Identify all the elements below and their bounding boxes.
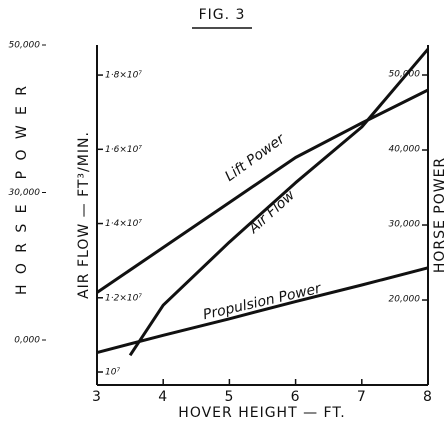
y2-tick-label: 20,000 (389, 295, 421, 305)
series-line (128, 48, 430, 357)
y-tick-label: 1·8×10⁷ (105, 71, 142, 81)
y-tick-label: 1·2×10⁷ (105, 293, 142, 303)
y3-axis-label: HORSE POWER (14, 85, 30, 295)
x-tick-label: 3 (92, 389, 102, 405)
y-tick-label: 1·4×10⁷ (105, 219, 142, 229)
chart-title: FIG. 3 (199, 7, 246, 23)
x-tick-label: 4 (158, 389, 168, 405)
x-tick-label: 7 (357, 389, 367, 405)
x-tick-label: 6 (291, 389, 301, 405)
y3-tick-label: 50,000 (9, 41, 41, 51)
y-tick-label: 1·6×10⁷ (105, 145, 142, 155)
x-tick-label: 8 (423, 389, 433, 405)
x-tick-label: 5 (224, 389, 234, 405)
y3-tick-label: 0,000 (14, 336, 40, 346)
y-axis-label: AIR FLOW — FT³/MIN. (76, 131, 92, 299)
series-line (96, 266, 429, 354)
y2-axis-label: HORSE POWER (432, 157, 448, 273)
y2-tick-label: 30,000 (389, 220, 421, 230)
y2-tick-label: 50,000 (389, 70, 421, 80)
series-line (96, 88, 429, 294)
series-label: Lift Power (222, 130, 289, 184)
y3-tick-label: 30,000 (9, 188, 41, 198)
series-label: Propulsion Power (202, 280, 324, 323)
x-axis-label: HOVER HEIGHT — FT. (178, 405, 345, 421)
series-label: Air Flow (245, 187, 298, 237)
y-tick-label: 10⁷ (105, 368, 120, 378)
y2-tick-label: 40,000 (389, 145, 421, 155)
